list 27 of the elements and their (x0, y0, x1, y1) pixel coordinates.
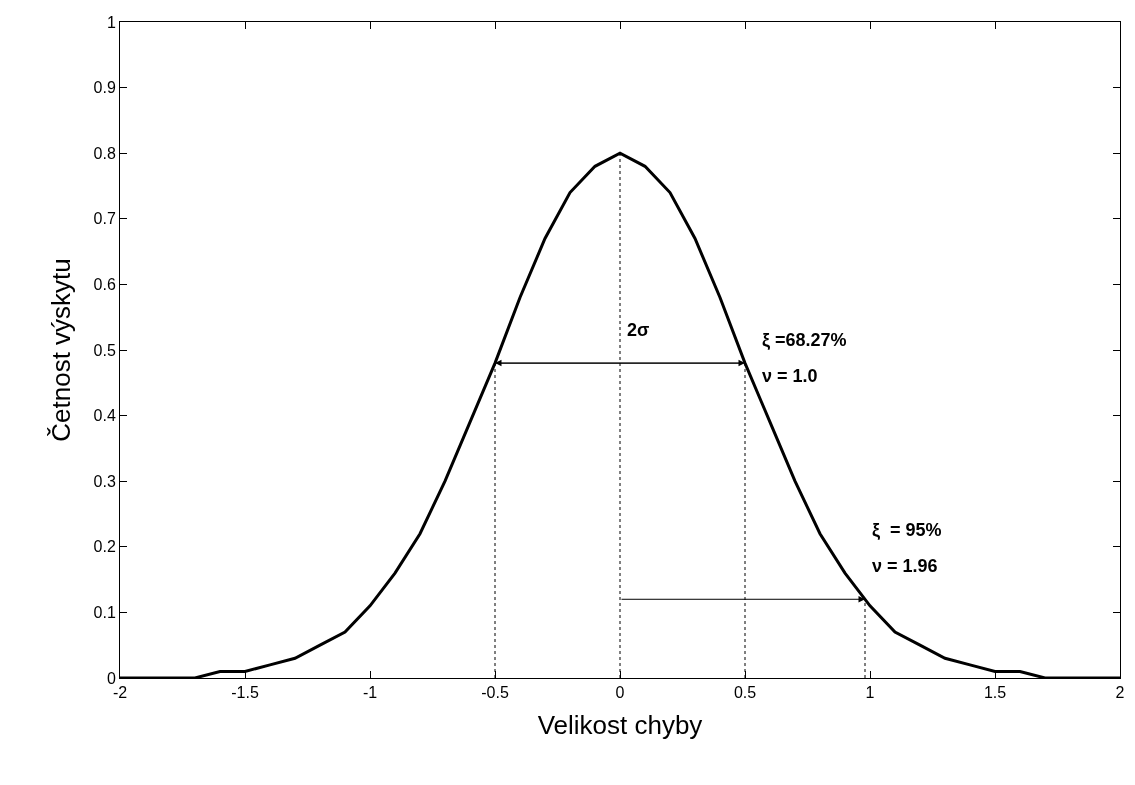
annotation: ν = 1.96 (872, 556, 938, 576)
y-axis-title: Četnost výskytu (45, 258, 76, 442)
y-tick-label: 0.7 (93, 210, 116, 228)
x-tick-label: 1 (865, 684, 875, 702)
x-axis-title: Velikost chyby (537, 709, 703, 740)
x-tick-label: -2 (112, 684, 128, 702)
x-tick-label: -1.5 (231, 684, 259, 702)
y-tick-label: 0.9 (93, 79, 116, 97)
x-tick-label: 0.5 (733, 684, 757, 702)
x-tick-label: 0 (615, 684, 625, 702)
y-tick-label: 0.8 (93, 144, 116, 162)
y-tick-label: 0.6 (93, 276, 116, 293)
y-tick-label: 0.5 (93, 341, 116, 359)
y-tick-label: 1 (106, 13, 116, 31)
annotation: ξ = 95% (872, 520, 942, 541)
x-tick-label: 2 (1115, 684, 1125, 702)
x-tick-label: -1 (362, 684, 378, 702)
y-tick-label: 0 (106, 669, 116, 687)
annotation: 2σ (627, 320, 650, 340)
x-tick-label: -0.5 (481, 684, 509, 702)
y-tick-label: 0.3 (93, 472, 116, 490)
y-tick-label: 0.4 (93, 407, 116, 425)
y-tick-label: 0.2 (93, 538, 116, 556)
annotation: ξ =68.27% (762, 330, 847, 351)
annotation: ν = 1.0 (762, 366, 818, 386)
y-tick-label: 0.1 (93, 604, 116, 621)
x-tick-label: 1.5 (983, 684, 1007, 702)
